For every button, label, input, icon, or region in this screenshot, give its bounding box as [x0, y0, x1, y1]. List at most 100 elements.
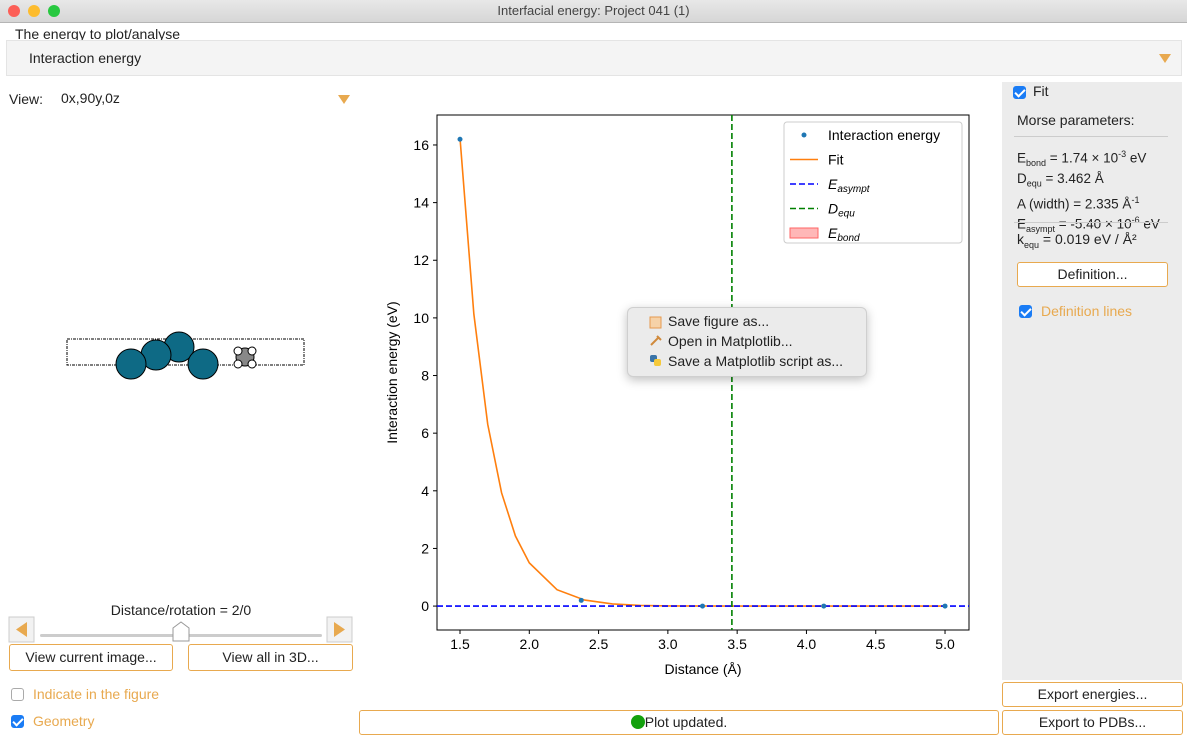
status-text: Plot updated. [644, 714, 728, 730]
menu-item[interactable]: Save figure as... [668, 313, 770, 329]
param-text: -6 [1131, 215, 1140, 226]
param-text: equ [1026, 178, 1042, 189]
parameter-line: Dequ = 3.462 Å [1017, 171, 1160, 192]
close-button[interactable] [8, 5, 20, 17]
data-point [457, 136, 463, 142]
view-dropdown[interactable]: 0x,90y,0z [55, 84, 355, 112]
minimize-button[interactable] [28, 5, 40, 17]
legend-symbol: E [828, 225, 838, 241]
atom [247, 346, 257, 356]
checkbox-label: Geometry [33, 713, 95, 729]
x-tick-label: 4.0 [797, 636, 817, 652]
energy-label: The energy to plot/analyse [15, 26, 180, 42]
y-tick-label: 4 [421, 483, 429, 499]
definition-lines-label: Definition lines [1041, 303, 1133, 319]
definition-lines-checkbox[interactable] [1019, 305, 1032, 318]
arrow-icon [334, 622, 345, 637]
energy-dropdown[interactable]: Interaction energy [6, 40, 1182, 76]
y-tick-label: 10 [413, 310, 429, 326]
legend-marker [801, 132, 807, 138]
x-tick-label: 2.5 [589, 636, 609, 652]
y-axis-label: Interaction energy (eV) [384, 301, 400, 443]
y-tick-label: 8 [421, 368, 429, 384]
fit-panel: Fit Morse parameters: Ebond = 1.74 × 10-… [1002, 82, 1182, 680]
param-text: k [1017, 231, 1024, 247]
separator [1014, 222, 1168, 223]
legend-subscript: asympt [837, 184, 870, 195]
legend-marker [789, 227, 819, 239]
save-icon [649, 316, 662, 329]
legend-label: Interaction energy [828, 127, 940, 143]
status-indicator [630, 715, 645, 729]
k-equ: kequ = 0.019 eV / Å² [1017, 231, 1137, 250]
slider[interactable] [0, 615, 360, 645]
y-tick-label: 12 [413, 252, 429, 268]
parameter-line: A (width) = 2.335 Å-1 [1017, 192, 1160, 213]
view-label: View: [9, 91, 43, 107]
menu-item[interactable]: Open in Matplotlib... [668, 333, 793, 349]
arrow-icon [16, 622, 27, 637]
zoom-button[interactable] [48, 5, 60, 17]
x-tick-label: 3.5 [727, 636, 747, 652]
param-text: = 3.462 Å [1041, 171, 1104, 187]
x-tick-label: 3.0 [658, 636, 678, 652]
legend-symbol: E [828, 176, 838, 192]
parameter-line: Easympt = -5.40 × 10-6 eV [1017, 212, 1160, 237]
title-bar: Interfacial energy: Project 041 (1) [0, 0, 1187, 23]
y-tick-label: 2 [421, 540, 429, 556]
param-text: E [1017, 216, 1027, 232]
legend-label: Ebond [828, 225, 860, 244]
y-tick-label: 6 [421, 425, 429, 441]
window-title: Interfacial energy: Project 041 (1) [497, 3, 690, 18]
param-text: = -5.40 × 10 [1055, 216, 1132, 232]
view-3d-button[interactable]: View all in 3D... [188, 644, 353, 671]
slider-label: Distance/rotation = 2/0 [110, 602, 252, 618]
data-point [578, 597, 584, 603]
legend-subscript: bond [837, 233, 860, 244]
data-point [821, 603, 827, 609]
x-tick-label: 1.5 [450, 636, 470, 652]
fit-checkbox[interactable] [1013, 86, 1026, 99]
legend-label: Dequ [828, 201, 855, 220]
export-pdbs-button[interactable]: Export to PDBs... [1002, 710, 1183, 735]
y-tick-label: 0 [421, 598, 429, 614]
param-text: eV [1126, 150, 1147, 166]
context-menu: Save figure as... Open in Matplotlib... … [627, 307, 867, 377]
energy-selected: Interaction energy [29, 50, 142, 66]
param-text: D [1017, 171, 1027, 187]
slider-thumb[interactable] [172, 621, 190, 642]
param-text: -1 [1131, 194, 1140, 205]
tool-icon [650, 335, 662, 346]
atom [247, 359, 257, 369]
status-bar: Plot updated. [359, 710, 999, 735]
view-image-button[interactable]: View current image... [9, 644, 173, 671]
data-point [942, 603, 948, 609]
data-point [700, 603, 706, 609]
dropdown-arrow [1159, 54, 1171, 63]
param-text: eV [1139, 216, 1160, 232]
param-text: bond [1026, 158, 1047, 169]
definition-button[interactable]: Definition... [1017, 262, 1168, 287]
checkbox[interactable] [11, 715, 24, 728]
chart: 1.5 2.0 2.5 3.0 3.5 4.0 4.5 5.0 0 2 4 6 8 10 12 14 16 Dis… [384, 114, 970, 677]
legend-subscript: equ [838, 209, 855, 220]
x-tick-label: 2.0 [520, 636, 540, 652]
legend-symbol: D [828, 201, 838, 217]
fit-label: Fit [1033, 83, 1049, 99]
dropdown-arrow [338, 95, 350, 104]
checkbox[interactable] [11, 688, 24, 701]
param-text: -3 [1118, 149, 1127, 159]
python-icon [654, 359, 661, 366]
molecule-view [66, 331, 305, 380]
param-text: = 1.74 × 10 [1046, 150, 1119, 166]
parameter-line: Ebond = 1.74 × 10-3 eV [1017, 146, 1160, 171]
param-text: equ [1024, 239, 1040, 250]
x-tick-label: 4.5 [866, 636, 886, 652]
separator [1014, 136, 1168, 137]
atom [233, 346, 243, 356]
export-energies-button[interactable]: Export energies... [1002, 682, 1183, 707]
legend-label: Fit [828, 152, 844, 168]
menu-item[interactable]: Save a Matplotlib script as... [668, 353, 844, 369]
atom [187, 348, 219, 380]
